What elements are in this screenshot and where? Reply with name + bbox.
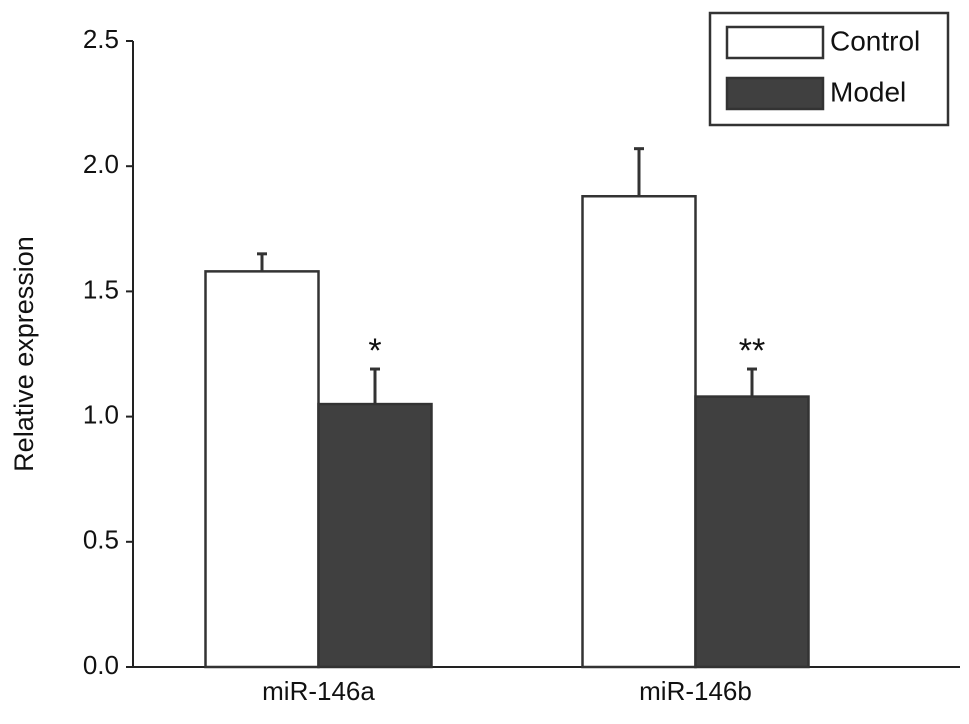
x-tick-label: miR-146b	[639, 676, 752, 706]
bar	[317, 402, 433, 669]
x-tick-label: miR-146a	[262, 676, 375, 706]
legend-label: Model	[830, 76, 906, 107]
legend-swatch	[725, 76, 825, 111]
bar	[694, 395, 810, 669]
y-axis-label: Relative expression	[9, 236, 39, 472]
y-tick-label: 0.5	[83, 525, 119, 555]
y-tick-label: 2.0	[83, 149, 119, 179]
y-tick-label: 1.5	[83, 274, 119, 304]
bar	[581, 194, 697, 669]
y-tick-label: 0.0	[83, 650, 119, 680]
legend-label: Control	[830, 25, 920, 56]
y-tick-label: 1.0	[83, 399, 119, 429]
y-tick-label: 2.5	[83, 24, 119, 54]
significance-label: *	[368, 332, 381, 370]
legend-swatch	[725, 25, 825, 60]
significance-label: **	[739, 332, 765, 370]
bar	[204, 270, 320, 669]
